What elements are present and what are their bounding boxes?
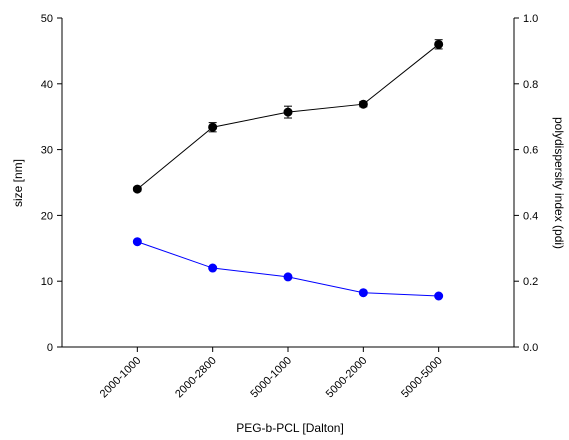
axes (61, 18, 515, 348)
data-point (434, 291, 444, 301)
series-line (137, 241, 439, 297)
data-point (358, 99, 368, 109)
y-tick-label: 20 (41, 210, 53, 222)
data-point (208, 122, 218, 132)
x-axis-title: PEG-b-PCL [Dalton] (236, 421, 344, 435)
y2-tick-label: 1.0 (523, 13, 538, 25)
data-point (283, 107, 293, 117)
y-tick-label: 0 (47, 342, 53, 354)
data-point (132, 184, 142, 194)
x-tick-label: 2000-1000 (98, 355, 144, 401)
x-tick-label: 5000-1000 (248, 355, 294, 401)
ticks: 0 10 20 30 40 50 0.0 0.2 0.4 0.6 0.8 1.0 2000-1000 20… (41, 13, 539, 400)
y2-tick-label: 0.0 (523, 342, 538, 354)
x-tick-label: 2000-2800 (173, 355, 219, 401)
y-axis-title: size [nm] (11, 159, 25, 207)
data-point (358, 288, 368, 298)
y2-tick-label: 0.4 (523, 210, 538, 222)
y2-tick-label: 0.6 (523, 145, 538, 157)
size-series (132, 39, 444, 194)
data-point (434, 39, 444, 49)
data-point (132, 237, 142, 247)
pdi-series (132, 237, 444, 301)
x-tick-label: 5000-2000 (324, 355, 370, 401)
data-point (283, 272, 293, 282)
y-tick-label: 10 (41, 276, 53, 288)
y-tick-label: 50 (41, 13, 53, 25)
y2-tick-label: 0.2 (523, 276, 538, 288)
y2-axis-title: polydispersity index (pdi) (552, 117, 566, 249)
series (132, 39, 444, 301)
y2-tick-label: 0.8 (523, 79, 538, 91)
y-tick-label: 40 (41, 79, 53, 91)
x-tick-label: 5000-5000 (399, 355, 445, 401)
y-tick-label: 30 (41, 145, 53, 157)
data-point (208, 263, 218, 273)
